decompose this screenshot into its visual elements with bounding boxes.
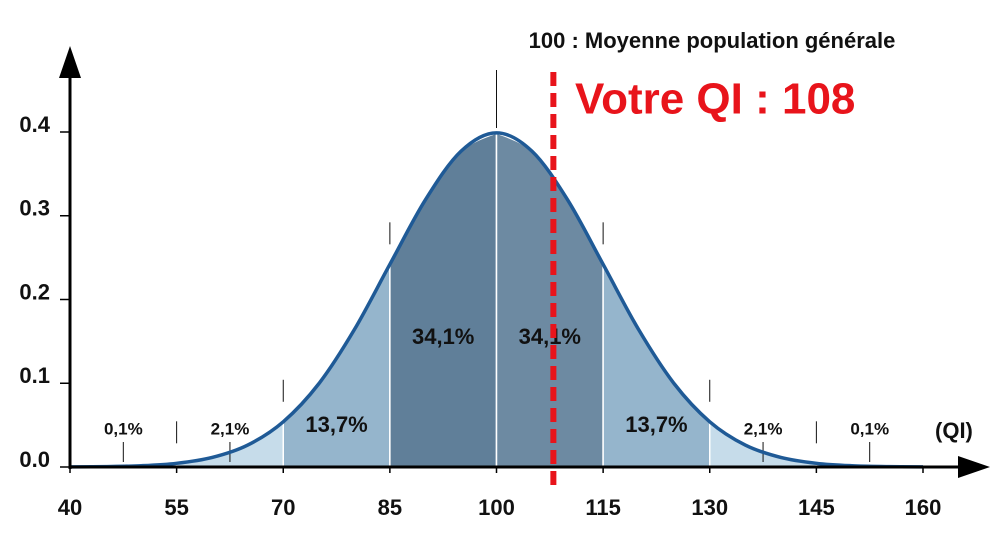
band-label: 34,1%	[412, 324, 474, 349]
band-area	[389, 131, 498, 468]
y-tick-label: 0.4	[19, 112, 50, 137]
band-label: 34,1%	[519, 324, 581, 349]
mean-annotation: 100 : Moyenne population générale	[529, 28, 896, 53]
x-tick-label: 40	[58, 495, 82, 520]
x-tick-label: 115	[585, 495, 621, 520]
x-tick-label: 160	[905, 495, 942, 520]
y-tick-label: 0.3	[19, 196, 50, 221]
x-tick-label: 85	[378, 495, 402, 520]
y-tick-label: 0.1	[19, 363, 50, 388]
x-tick-label: 130	[691, 495, 728, 520]
band-label: 2,1%	[744, 419, 783, 438]
x-tick-label: 100	[478, 495, 515, 520]
band-label: 0,1%	[850, 419, 889, 438]
band-label: 0,1%	[104, 419, 143, 438]
y-tick-label: 0.0	[19, 447, 50, 472]
band-area	[495, 131, 604, 468]
density-curve	[69, 131, 924, 469]
band-label: 13,7%	[625, 412, 687, 437]
x-tick-label: 70	[271, 495, 295, 520]
x-axis-label: (QI)	[935, 418, 973, 443]
x-tick-label: 55	[164, 495, 188, 520]
band-label: 13,7%	[305, 412, 367, 437]
marker-label: Votre QI : 108	[575, 75, 855, 124]
x-tick-label: 145	[798, 495, 835, 520]
band-label: 2,1%	[211, 419, 250, 438]
x-axis-arrow	[958, 456, 990, 478]
y-axis-arrow	[59, 46, 81, 78]
y-tick-label: 0.2	[19, 279, 50, 304]
